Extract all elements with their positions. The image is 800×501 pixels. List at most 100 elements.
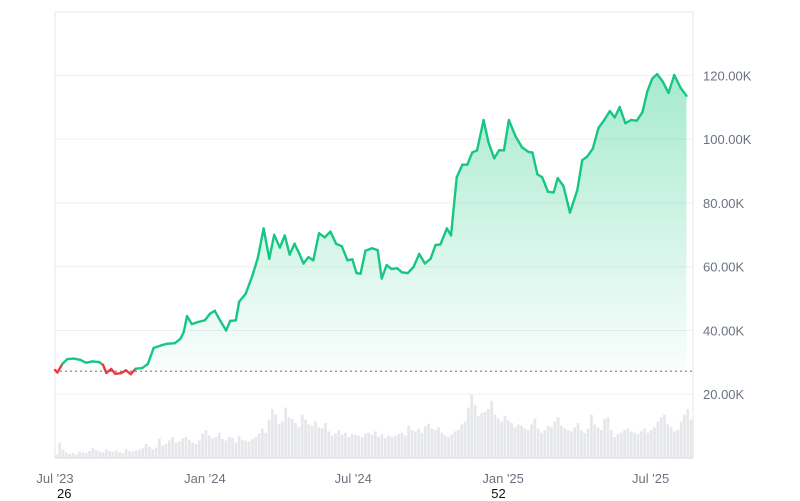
volume-bar (390, 437, 394, 458)
volume-bar (360, 437, 364, 458)
volume-bar (354, 434, 357, 458)
volume-bar (184, 437, 188, 458)
x-tick-label: Jul '25 (632, 471, 669, 486)
volume-bar (480, 413, 484, 458)
volume-bar (626, 428, 630, 458)
volume-bar (187, 439, 191, 458)
y-tick-label: 20.00K (703, 387, 745, 402)
price-segment (635, 110, 644, 122)
volume-bar (383, 438, 387, 458)
volume-bar (526, 430, 530, 458)
volume-bar (533, 418, 537, 458)
period-label: 52 (491, 486, 506, 501)
price-segment (418, 252, 427, 265)
volume-bar (227, 437, 231, 458)
volume-bar (330, 435, 334, 458)
price-segment (234, 300, 241, 322)
volume-bar (357, 435, 361, 458)
volume-bar (101, 452, 105, 458)
volume-bar (397, 434, 400, 458)
volume-bar (430, 428, 434, 458)
volume-bar (191, 442, 194, 458)
price-segment (492, 149, 501, 160)
volume-bar (280, 421, 284, 458)
volume-bar (114, 450, 118, 458)
volume-bar (337, 430, 341, 458)
volume-bar (596, 427, 600, 458)
volume-bar (543, 430, 547, 458)
volume-bar (477, 416, 480, 458)
volume-bar (440, 432, 444, 458)
volume-bar (121, 453, 125, 458)
volume-bar (98, 451, 101, 458)
price-segment (661, 80, 670, 95)
x-tick-label: Jan '24 (184, 471, 226, 486)
volume-bar (679, 421, 683, 458)
volume-bar (506, 420, 510, 458)
volume-bars (55, 395, 693, 458)
volume-bar (334, 433, 337, 458)
price-segment (531, 151, 539, 176)
price-segment (182, 314, 189, 334)
volume-bar (407, 425, 410, 458)
volume-bar (84, 453, 88, 458)
volume-bar (666, 424, 670, 458)
price-segment (562, 184, 572, 214)
price-segment (302, 255, 310, 265)
price-segment (129, 367, 137, 376)
y-tick-label: 60.00K (703, 260, 745, 275)
volume-bar (417, 428, 420, 458)
price-segment (329, 230, 338, 245)
volume-bar (646, 432, 650, 458)
period-label: 26 (57, 486, 72, 501)
price-segment (613, 105, 621, 119)
volume-bar (231, 437, 234, 458)
volume-bar (550, 427, 553, 458)
volume-bar (656, 421, 660, 458)
volume-bar (673, 431, 676, 458)
volume-bar (251, 439, 254, 458)
volume-bar (91, 448, 95, 458)
volume-bar (467, 407, 470, 458)
price-line[interactable] (53, 72, 688, 376)
volume-bar (201, 433, 204, 458)
price-segment (298, 252, 305, 265)
volume-bar (556, 417, 560, 458)
volume-bar (639, 431, 643, 458)
volume-bar (423, 426, 427, 458)
volume-bar (669, 427, 673, 458)
y-tick-label: 100.00K (703, 132, 752, 147)
volume-bar (563, 428, 567, 458)
price-segment (293, 242, 301, 256)
volume-bar (277, 424, 281, 458)
volume-bar (427, 423, 430, 458)
price-segment (165, 342, 176, 346)
volume-bar (74, 454, 78, 458)
price-segment (323, 230, 332, 239)
volume-bar (78, 451, 81, 458)
volume-bar (503, 416, 507, 458)
volume-bar (589, 414, 593, 458)
volume-bar (294, 423, 297, 458)
volume-bar (118, 452, 121, 458)
volume-bar (287, 417, 291, 458)
volume-bar (580, 430, 583, 458)
volume-bar (536, 428, 540, 458)
volume-bar (676, 430, 680, 458)
volume-bar (254, 437, 258, 458)
volume-bar (586, 428, 590, 458)
volume-bar (154, 447, 158, 458)
volume-bar (264, 432, 268, 458)
price-segment (359, 249, 367, 275)
volume-bar (224, 440, 228, 458)
volume-bar (530, 424, 533, 458)
volume-bar (520, 425, 523, 458)
price-segment (475, 118, 485, 152)
volume-bar (320, 428, 324, 458)
price-segment (679, 86, 688, 98)
volume-bar (616, 434, 620, 458)
volume-bar (161, 445, 165, 458)
volume-bar (64, 452, 68, 458)
volume-bar (437, 427, 440, 458)
